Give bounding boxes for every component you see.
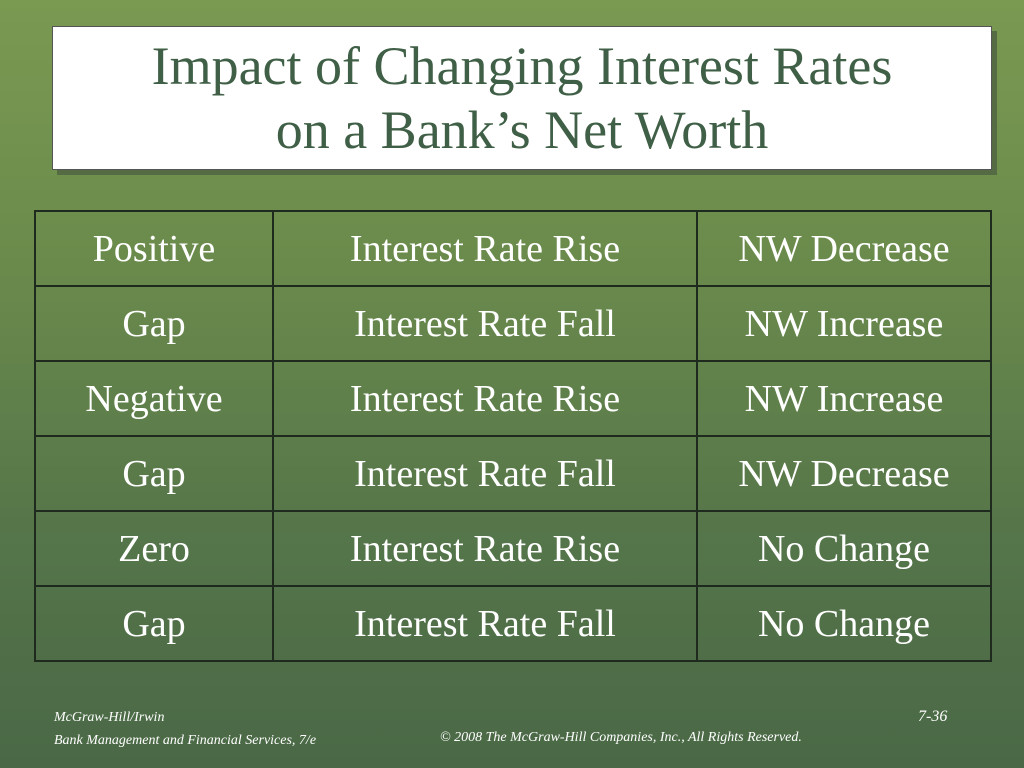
footer-copyright: © 2008 The McGraw-Hill Companies, Inc., … xyxy=(440,730,802,745)
table: Positive Interest Rate Rise NW Decrease Gap… xyxy=(34,210,992,662)
table-cell: Interest Rate Fall xyxy=(272,285,698,362)
footer-page: 7-36 xyxy=(918,708,948,725)
footer-book: Bank Management and Financial Services, … xyxy=(54,733,317,748)
table-cell: NW Increase xyxy=(696,285,992,362)
title-box: Impact of Changing Interest Rates on a B… xyxy=(52,26,992,170)
table-cell: NW Increase xyxy=(696,360,992,437)
table-cell: Interest Rate Rise xyxy=(272,360,698,437)
table-cell: Gap xyxy=(34,285,274,362)
table-cell: Interest Rate Fall xyxy=(272,435,698,512)
table-row: Negative Interest Rate Rise NW Increase xyxy=(34,360,992,437)
table-row: Gap Interest Rate Fall NW Increase xyxy=(34,285,992,362)
table-cell: Negative xyxy=(34,360,274,437)
table-cell: No Change xyxy=(696,510,992,587)
title-line: Impact of Changing Interest Rates xyxy=(151,36,893,96)
table-row: Zero Interest Rate Rise No Change xyxy=(34,510,992,587)
table-cell: Interest Rate Fall xyxy=(272,585,698,662)
table-cell: Gap xyxy=(34,585,274,662)
table-cell: Positive xyxy=(34,210,274,287)
title-line: on a Bank’s Net Worth xyxy=(275,100,769,160)
footer-publisher: McGraw-Hill/Irwin xyxy=(54,710,165,725)
table-cell: No Change xyxy=(696,585,992,662)
table-cell: Zero xyxy=(34,510,274,587)
table-cell: NW Decrease xyxy=(696,435,992,512)
table-row: Gap Interest Rate Fall No Change xyxy=(34,585,992,662)
table-cell: Gap xyxy=(34,435,274,512)
table-row: Gap Interest Rate Fall NW Decrease xyxy=(34,435,992,512)
table-cell: NW Decrease xyxy=(696,210,992,287)
table-cell: Interest Rate Rise xyxy=(272,510,698,587)
table-row: Positive Interest Rate Rise NW Decrease xyxy=(34,210,992,287)
table-cell: Interest Rate Rise xyxy=(272,210,698,287)
